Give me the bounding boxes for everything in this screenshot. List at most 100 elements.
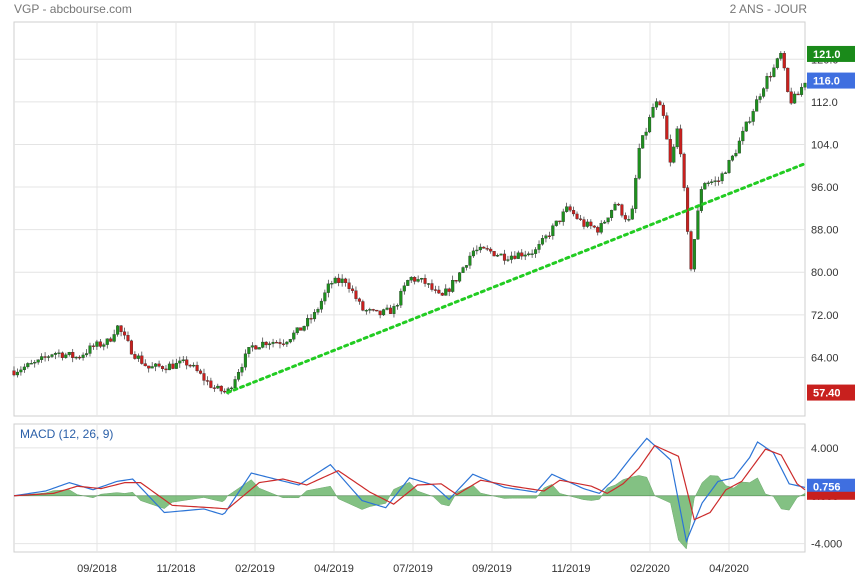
candle-body bbox=[46, 356, 51, 358]
candle-body bbox=[399, 290, 403, 306]
candle-body bbox=[136, 355, 140, 359]
candle-body bbox=[592, 225, 596, 228]
candle-body bbox=[475, 249, 479, 252]
candle-body bbox=[395, 304, 399, 307]
candle-body bbox=[544, 235, 548, 239]
candle-body bbox=[803, 82, 807, 88]
candle-body bbox=[29, 363, 33, 365]
candle-body bbox=[147, 365, 151, 369]
candle-body bbox=[444, 288, 448, 296]
candle-body bbox=[516, 252, 520, 259]
candle-body bbox=[309, 318, 313, 320]
candle-body bbox=[530, 253, 534, 255]
candle-body bbox=[661, 104, 665, 116]
candle-body bbox=[565, 206, 569, 212]
price-badge-label: 116.0 bbox=[813, 76, 840, 88]
candle-body bbox=[561, 211, 565, 222]
candle-body bbox=[720, 173, 724, 182]
candle-body bbox=[758, 96, 762, 100]
candle-body bbox=[91, 345, 95, 347]
candle-body bbox=[413, 277, 417, 282]
candle-body bbox=[95, 341, 99, 347]
candle-body bbox=[392, 306, 396, 314]
candle-body bbox=[185, 359, 189, 366]
candle-body bbox=[679, 128, 683, 155]
candle-body bbox=[167, 363, 171, 371]
price-badge-label: 121.0 bbox=[813, 49, 841, 61]
candle-body bbox=[209, 380, 213, 388]
candle-body bbox=[717, 180, 721, 182]
candle-body bbox=[109, 338, 113, 342]
candle-body bbox=[157, 363, 161, 367]
candle-body bbox=[572, 210, 576, 215]
candle-body bbox=[319, 300, 323, 310]
candle-body bbox=[765, 76, 769, 89]
candle-body bbox=[350, 288, 355, 291]
candle-body bbox=[527, 253, 531, 256]
candle-body bbox=[513, 255, 517, 259]
candle-body bbox=[112, 334, 116, 342]
candle-body bbox=[634, 178, 638, 209]
price-y-tick: 112.0 bbox=[811, 97, 838, 109]
candle-body bbox=[423, 278, 427, 284]
price-y-tick: 80.00 bbox=[811, 267, 839, 279]
candle-body bbox=[637, 148, 641, 179]
candle-body bbox=[596, 227, 600, 233]
candle-body bbox=[675, 128, 679, 148]
candle-body bbox=[796, 93, 800, 96]
candle-body bbox=[478, 246, 482, 251]
candle-body bbox=[430, 283, 434, 290]
candle-body bbox=[388, 307, 393, 314]
candle-body bbox=[198, 370, 203, 374]
candle-body bbox=[368, 309, 372, 311]
candle-body bbox=[57, 352, 61, 354]
x-tick-label: 11/2019 bbox=[552, 563, 591, 575]
candle-body bbox=[440, 292, 444, 296]
chart-source-label: VGP - abcbourse.com bbox=[14, 2, 132, 16]
price-y-tick: 96.00 bbox=[811, 182, 839, 194]
candle-body bbox=[81, 354, 85, 358]
candle-body bbox=[578, 218, 583, 220]
candle-body bbox=[703, 183, 707, 190]
candle-body bbox=[240, 366, 244, 373]
candle-body bbox=[464, 265, 469, 268]
candle-body bbox=[744, 121, 748, 132]
candle-body bbox=[88, 345, 92, 354]
candle-body bbox=[71, 352, 75, 358]
candle-body bbox=[437, 289, 441, 294]
candle-body bbox=[641, 135, 645, 149]
candle-body bbox=[772, 67, 776, 77]
candle-body bbox=[84, 353, 89, 356]
candle-body bbox=[143, 363, 147, 367]
candle-body bbox=[344, 278, 348, 283]
candle-body bbox=[40, 356, 44, 360]
candle-body bbox=[554, 220, 558, 226]
candle-body bbox=[644, 131, 648, 136]
chart-period-label: 2 ANS - JOUR bbox=[729, 2, 807, 16]
candle-body bbox=[751, 111, 755, 122]
candle-body bbox=[692, 239, 697, 270]
candle-body bbox=[250, 345, 254, 348]
candle-body bbox=[330, 283, 334, 285]
x-tick-label: 02/2019 bbox=[235, 563, 275, 575]
candle-body bbox=[60, 352, 64, 358]
candle-body bbox=[174, 362, 178, 369]
candle-body bbox=[606, 217, 610, 223]
candle-body bbox=[116, 325, 120, 335]
candle-body bbox=[433, 289, 437, 291]
macd-value-badge bbox=[807, 478, 855, 495]
candle-body bbox=[22, 366, 26, 371]
candle-body bbox=[378, 310, 382, 316]
candle-body bbox=[181, 359, 185, 362]
candle-body bbox=[568, 206, 572, 211]
candle-body bbox=[648, 117, 652, 133]
candle-body bbox=[406, 280, 410, 286]
candle-body bbox=[140, 355, 144, 364]
candle-body bbox=[468, 255, 472, 266]
candle-body bbox=[295, 327, 299, 334]
candle-body bbox=[36, 359, 40, 363]
candle-body bbox=[12, 370, 16, 376]
x-tick-label: 11/2018 bbox=[157, 563, 196, 575]
candle-body bbox=[154, 363, 158, 367]
